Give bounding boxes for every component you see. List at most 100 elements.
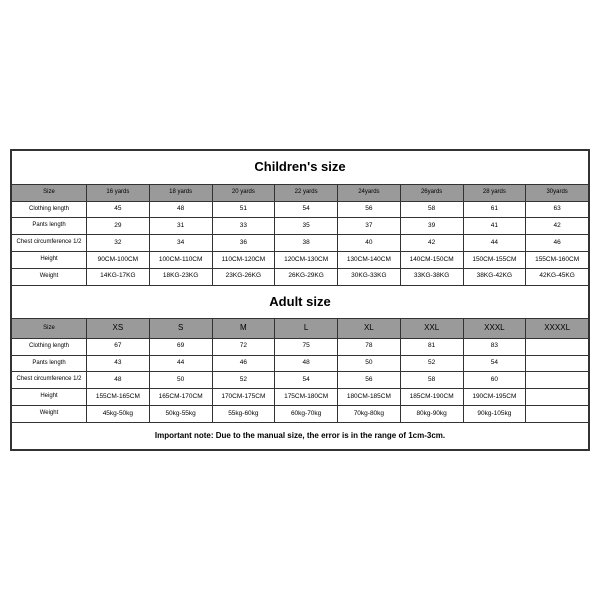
adult-size-label: Size (12, 319, 87, 338)
row-label: Weight (12, 268, 87, 285)
table-row: Pants length 29 31 33 35 37 39 41 42 (12, 218, 589, 235)
cell: 46 (526, 235, 589, 252)
cell: 120CM-130CM (275, 251, 338, 268)
cell: 75 (275, 338, 338, 355)
cell: 60kg-70kg (275, 405, 338, 422)
cell: 42KG-45KG (526, 268, 589, 285)
row-label: Clothing length (12, 201, 87, 218)
cell: 37 (338, 218, 401, 235)
cell: 52 (400, 355, 463, 372)
adult-title-row: Adult size (12, 285, 589, 319)
cell: 48 (87, 372, 150, 389)
adult-header-cell: XL (338, 319, 401, 338)
cell: 130CM-140CM (338, 251, 401, 268)
cell: 56 (338, 372, 401, 389)
cell: 56 (338, 201, 401, 218)
cell: 90CM-100CM (87, 251, 150, 268)
cell: 44 (149, 355, 212, 372)
cell: 31 (149, 218, 212, 235)
size-table: Children's size Size 16 yards 18 yards 2… (11, 150, 589, 450)
table-row: Chest circumference 1/2 48 50 52 54 56 5… (12, 372, 589, 389)
cell: 58 (400, 201, 463, 218)
cell (526, 372, 589, 389)
cell: 30KG-33KG (338, 268, 401, 285)
adult-header-cell: XXXXL (526, 319, 589, 338)
adult-title: Adult size (12, 285, 589, 319)
row-label: Chest circumference 1/2 (12, 372, 87, 389)
adult-header-cell: XS (87, 319, 150, 338)
cell: 38KG-42KG (463, 268, 526, 285)
cell: 140CM-150CM (400, 251, 463, 268)
cell: 80kg-90kg (400, 405, 463, 422)
cell: 155CM-160CM (526, 251, 589, 268)
cell: 55kg-60kg (212, 405, 275, 422)
note-row: Important note: Due to the manual size, … (12, 422, 589, 449)
cell (526, 355, 589, 372)
childrens-header-cell: 26yards (400, 184, 463, 201)
row-label: Height (12, 389, 87, 406)
cell: 165CM-170CM (149, 389, 212, 406)
cell: 69 (149, 338, 212, 355)
cell: 34 (149, 235, 212, 252)
row-label: Pants length (12, 355, 87, 372)
cell: 61 (463, 201, 526, 218)
childrens-header-cell: 30yards (526, 184, 589, 201)
cell: 32 (87, 235, 150, 252)
cell: 58 (400, 372, 463, 389)
row-label: Pants length (12, 218, 87, 235)
cell: 38 (275, 235, 338, 252)
cell: 63 (526, 201, 589, 218)
cell: 90kg-105kg (463, 405, 526, 422)
table-row: Clothing length 67 69 72 75 78 81 83 (12, 338, 589, 355)
cell: 45kg-50kg (87, 405, 150, 422)
row-label: Chest circumference 1/2 (12, 235, 87, 252)
table-row: Weight 45kg-50kg 50kg-55kg 55kg-60kg 60k… (12, 405, 589, 422)
table-row: Weight 14KG-17KG 18KG-23KG 23KG-26KG 26K… (12, 268, 589, 285)
cell: 42 (526, 218, 589, 235)
childrens-header-row: Size 16 yards 18 yards 20 yards 22 yards… (12, 184, 589, 201)
adult-header-cell: S (149, 319, 212, 338)
table-row: Height 155CM-165CM 165CM-170CM 170CM-175… (12, 389, 589, 406)
cell: 54 (275, 372, 338, 389)
adult-header-cell: M (212, 319, 275, 338)
cell: 81 (400, 338, 463, 355)
cell: 110CM-120CM (212, 251, 275, 268)
cell: 54 (463, 355, 526, 372)
cell: 78 (338, 338, 401, 355)
cell (526, 389, 589, 406)
row-label: Clothing length (12, 338, 87, 355)
cell: 35 (275, 218, 338, 235)
cell: 29 (87, 218, 150, 235)
cell: 60 (463, 372, 526, 389)
cell (526, 405, 589, 422)
cell: 23KG-26KG (212, 268, 275, 285)
cell: 185CM-190CM (400, 389, 463, 406)
cell: 50 (149, 372, 212, 389)
childrens-header-cell: 20 yards (212, 184, 275, 201)
cell: 26KG-29KG (275, 268, 338, 285)
childrens-header-cell: 22 yards (275, 184, 338, 201)
cell: 67 (87, 338, 150, 355)
adult-header-cell: XXXL (463, 319, 526, 338)
cell: 155CM-165CM (87, 389, 150, 406)
row-label: Height (12, 251, 87, 268)
cell: 33 (212, 218, 275, 235)
row-label: Weight (12, 405, 87, 422)
childrens-title-row: Children's size (12, 150, 589, 184)
table-row: Height 90CM-100CM 100CM-110CM 110CM-120C… (12, 251, 589, 268)
cell: 180CM-185CM (338, 389, 401, 406)
table-row: Chest circumference 1/2 32 34 36 38 40 4… (12, 235, 589, 252)
size-chart: Children's size Size 16 yards 18 yards 2… (10, 149, 590, 451)
cell: 33KG-38KG (400, 268, 463, 285)
cell: 45 (87, 201, 150, 218)
cell: 51 (212, 201, 275, 218)
cell: 83 (463, 338, 526, 355)
cell: 100CM-110CM (149, 251, 212, 268)
table-row: Clothing length 45 48 51 54 56 58 61 63 (12, 201, 589, 218)
childrens-header-cell: 28 yards (463, 184, 526, 201)
childrens-header-cell: 16 yards (87, 184, 150, 201)
cell: 42 (400, 235, 463, 252)
cell: 175CM-180CM (275, 389, 338, 406)
childrens-header-cell: 24yards (338, 184, 401, 201)
adult-header-cell: XXL (400, 319, 463, 338)
